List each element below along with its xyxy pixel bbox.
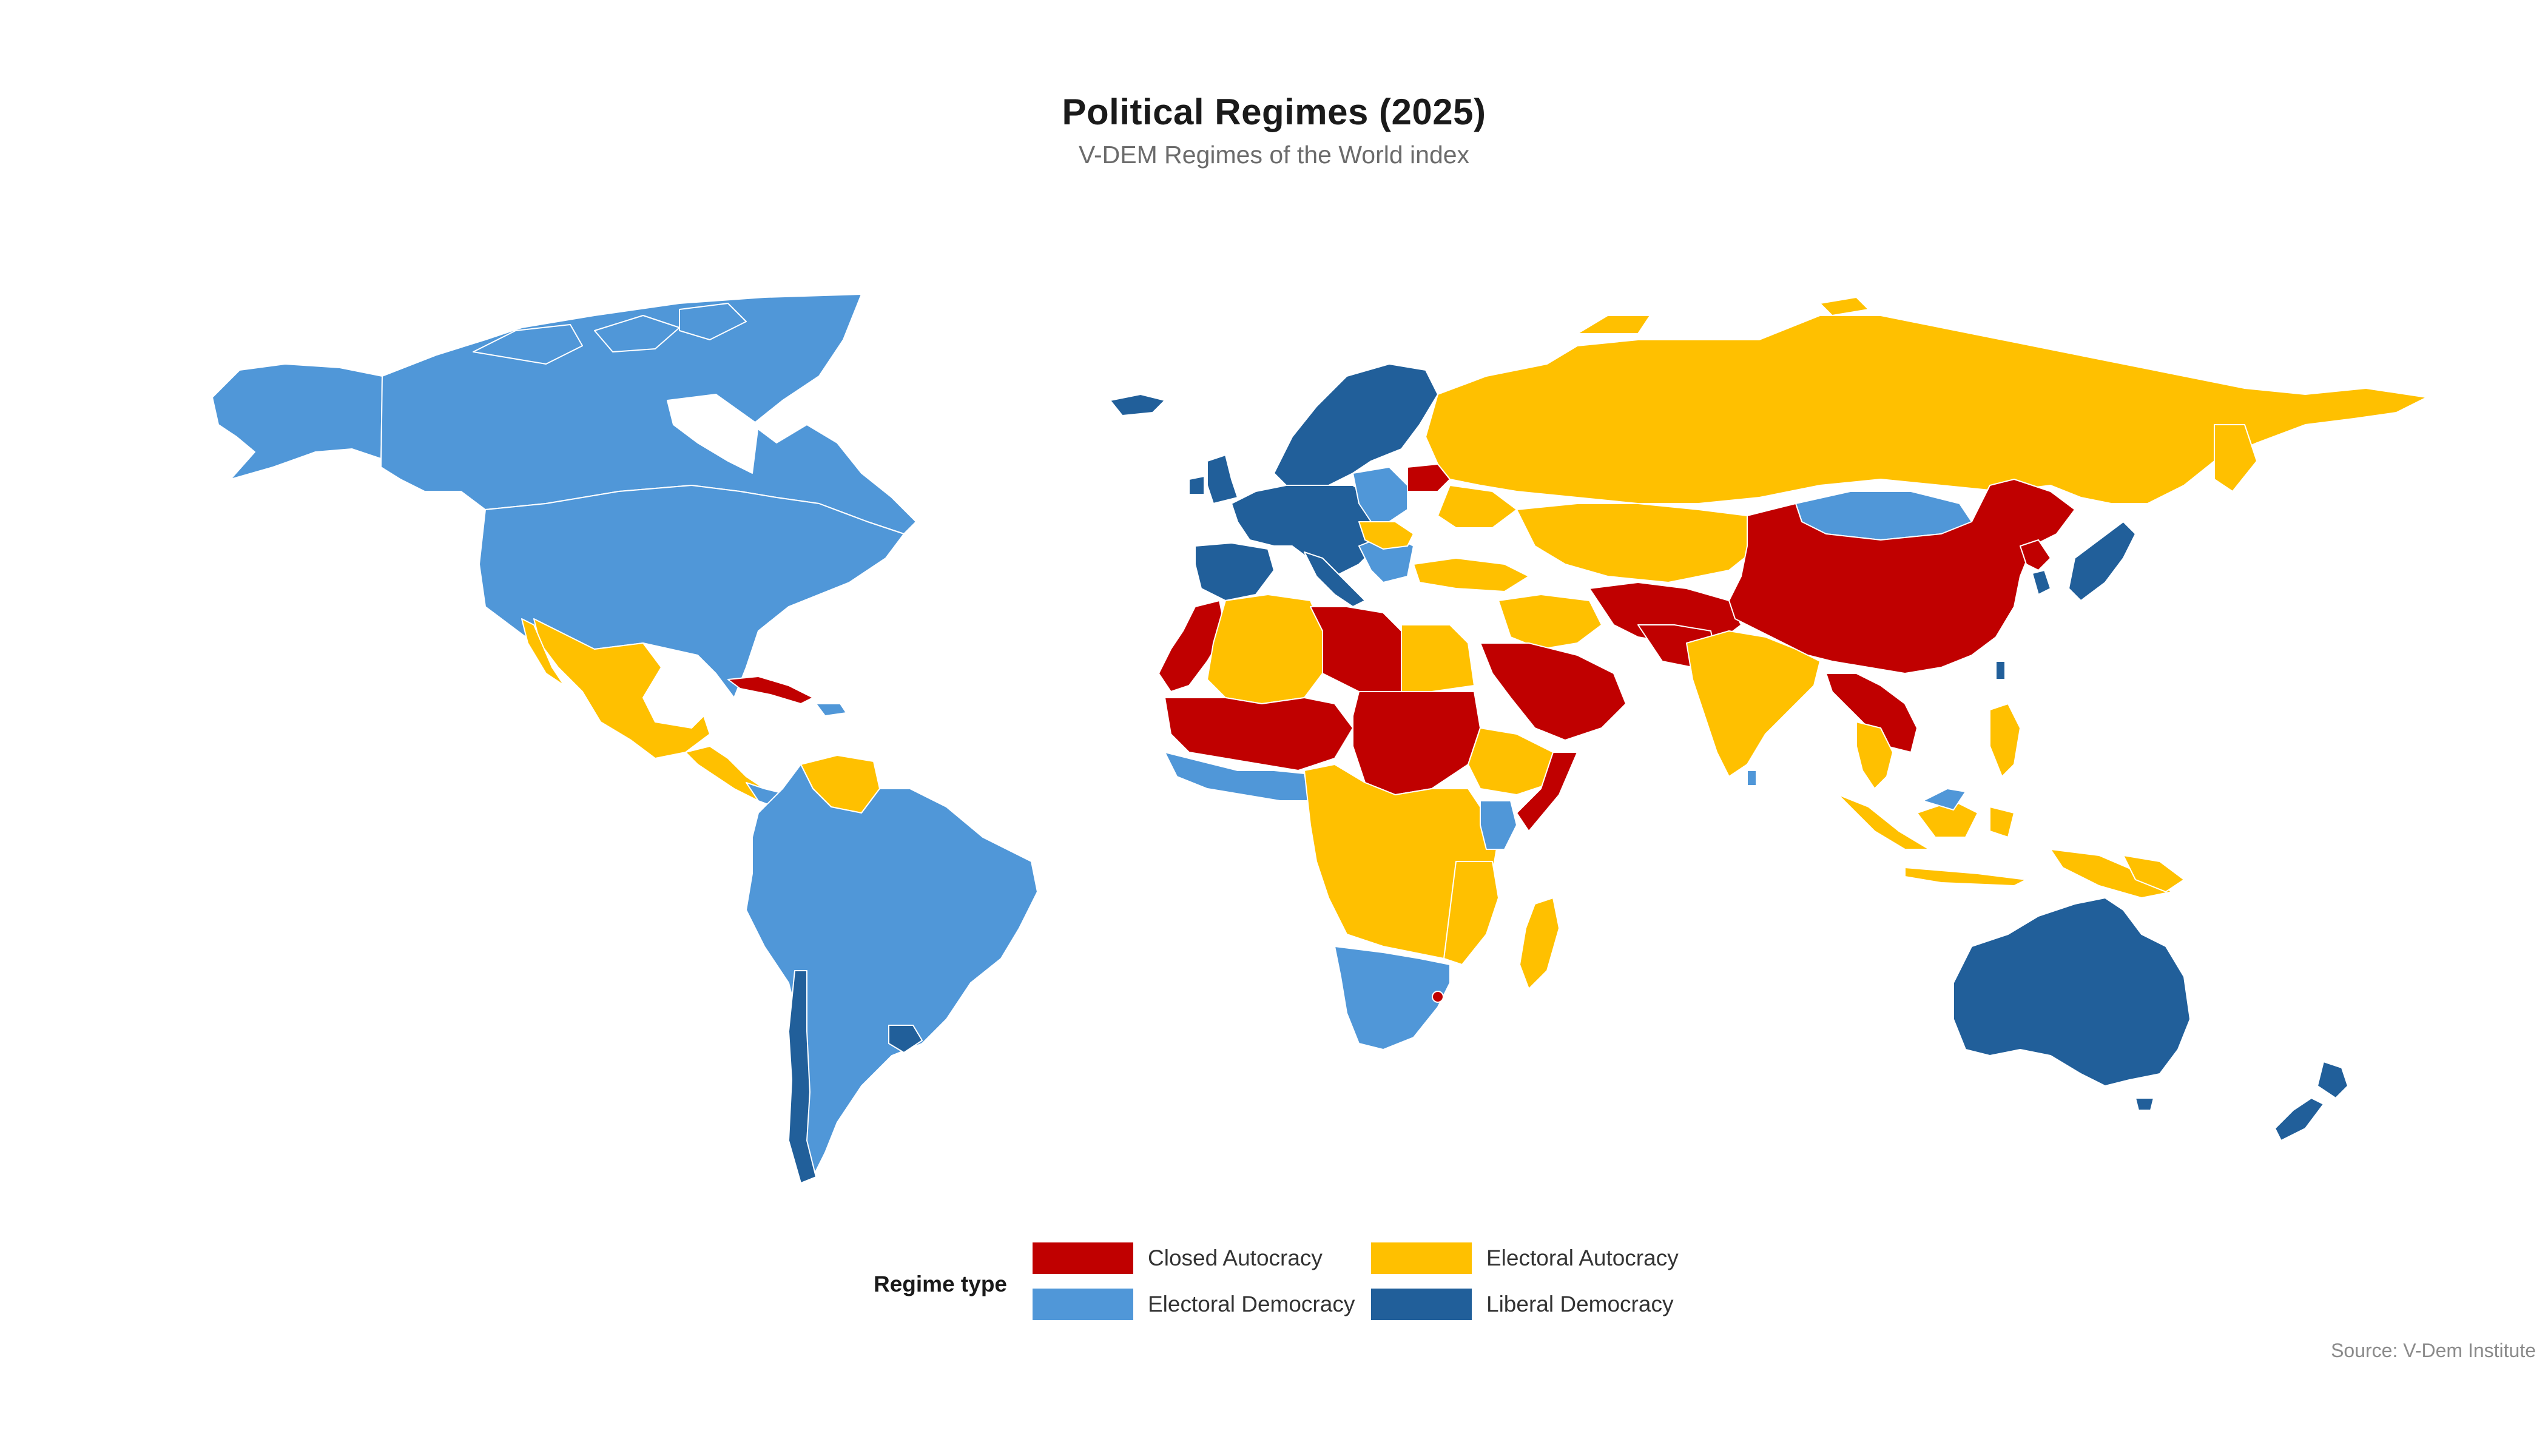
map-title: Political Regimes (2025) [1062, 92, 1486, 132]
region-philippines [1989, 703, 2021, 777]
region-hispaniola [815, 703, 847, 716]
region-cuba [727, 676, 814, 704]
region-sudan-chad [1352, 691, 1481, 795]
legend-swatch-electoral-democracy [1033, 1289, 1133, 1320]
region-australia [1953, 897, 2191, 1087]
region-iceland [1110, 394, 1165, 416]
region-kenya [1480, 800, 1517, 850]
region-ukraine-turkey-caucasus [1413, 485, 1529, 592]
region-south-korea [2032, 570, 2051, 595]
legend-swatch-liberal-democracy [1371, 1289, 1472, 1320]
region-chile [788, 970, 817, 1184]
region-arabian-peninsula [1480, 642, 1626, 741]
region-indonesia [1838, 794, 2172, 898]
region-hudson-bay-shore [667, 394, 759, 474]
region-levant-iraq [1498, 594, 1602, 650]
region-belarus [1407, 463, 1451, 492]
region-iberia [1195, 542, 1275, 601]
region-north-korea [2020, 539, 2051, 571]
legend: Regime type Closed Autocracy Electoral A… [874, 1242, 1723, 1327]
region-kazakhstan-central-asia [1516, 503, 1760, 583]
region-algeria-west-africa [1207, 594, 1323, 704]
legend-label-closed-autocracy: Closed Autocracy [1148, 1245, 1323, 1270]
region-somalia-eritrea [1516, 752, 1578, 832]
region-tasmania [2135, 1097, 2154, 1111]
region-madagascar [1519, 897, 1560, 989]
region-ethiopia-horn [1468, 727, 1554, 795]
legend-swatch-electoral-autocracy [1371, 1242, 1472, 1274]
source-note: Source: V-Dem Institute [2331, 1340, 2536, 1361]
region-balkans-hungary [1358, 521, 1414, 550]
legend-title: Regime type [874, 1272, 1008, 1296]
region-taiwan [1995, 661, 2006, 680]
region-new-zealand [2274, 1061, 2348, 1141]
region-russia [1425, 315, 2427, 504]
region-japan [2068, 521, 2136, 601]
region-papua-new-guinea [2123, 855, 2185, 892]
region-canada-arctic-islands [473, 303, 747, 365]
region-libya [1310, 606, 1402, 692]
region-southern-africa [1334, 946, 1451, 1050]
map-subtitle: V-DEM Regimes of the World index [1078, 141, 1470, 169]
legend-item-liberal-democracy: Liberal Democracy [1371, 1289, 1673, 1320]
region-sahel [1164, 697, 1353, 771]
legend-swatch-closed-autocracy [1033, 1242, 1133, 1274]
legend-item-electoral-democracy: Electoral Democracy [1033, 1289, 1355, 1320]
region-south-america [746, 764, 1038, 1178]
region-russia-arctic-islands [1577, 297, 1869, 334]
region-uk-ireland [1188, 454, 1238, 504]
legend-item-closed-autocracy: Closed Autocracy [1033, 1242, 1323, 1274]
region-malaysia-east [1923, 788, 1966, 811]
legend-label-electoral-autocracy: Electoral Autocracy [1486, 1245, 1679, 1270]
region-india [1686, 630, 1821, 777]
region-kamchatka [2214, 424, 2257, 492]
region-myanmar-indochina [1825, 673, 1918, 753]
region-italy [1304, 551, 1366, 607]
region-east-africa-south [1443, 861, 1499, 965]
region-mexico [533, 618, 710, 759]
region-china [1728, 479, 2075, 674]
region-sri-lanka [1747, 770, 1757, 786]
region-thailand-cambodia [1856, 721, 1893, 789]
region-uruguay [888, 1025, 923, 1053]
legend-label-electoral-democracy: Electoral Democracy [1148, 1292, 1355, 1316]
region-eswatini [1432, 991, 1444, 1003]
legend-item-electoral-autocracy: Electoral Autocracy [1371, 1242, 1679, 1274]
region-egypt [1401, 624, 1475, 692]
region-baja [521, 618, 565, 686]
legend-label-liberal-democracy: Liberal Democracy [1486, 1292, 1674, 1316]
